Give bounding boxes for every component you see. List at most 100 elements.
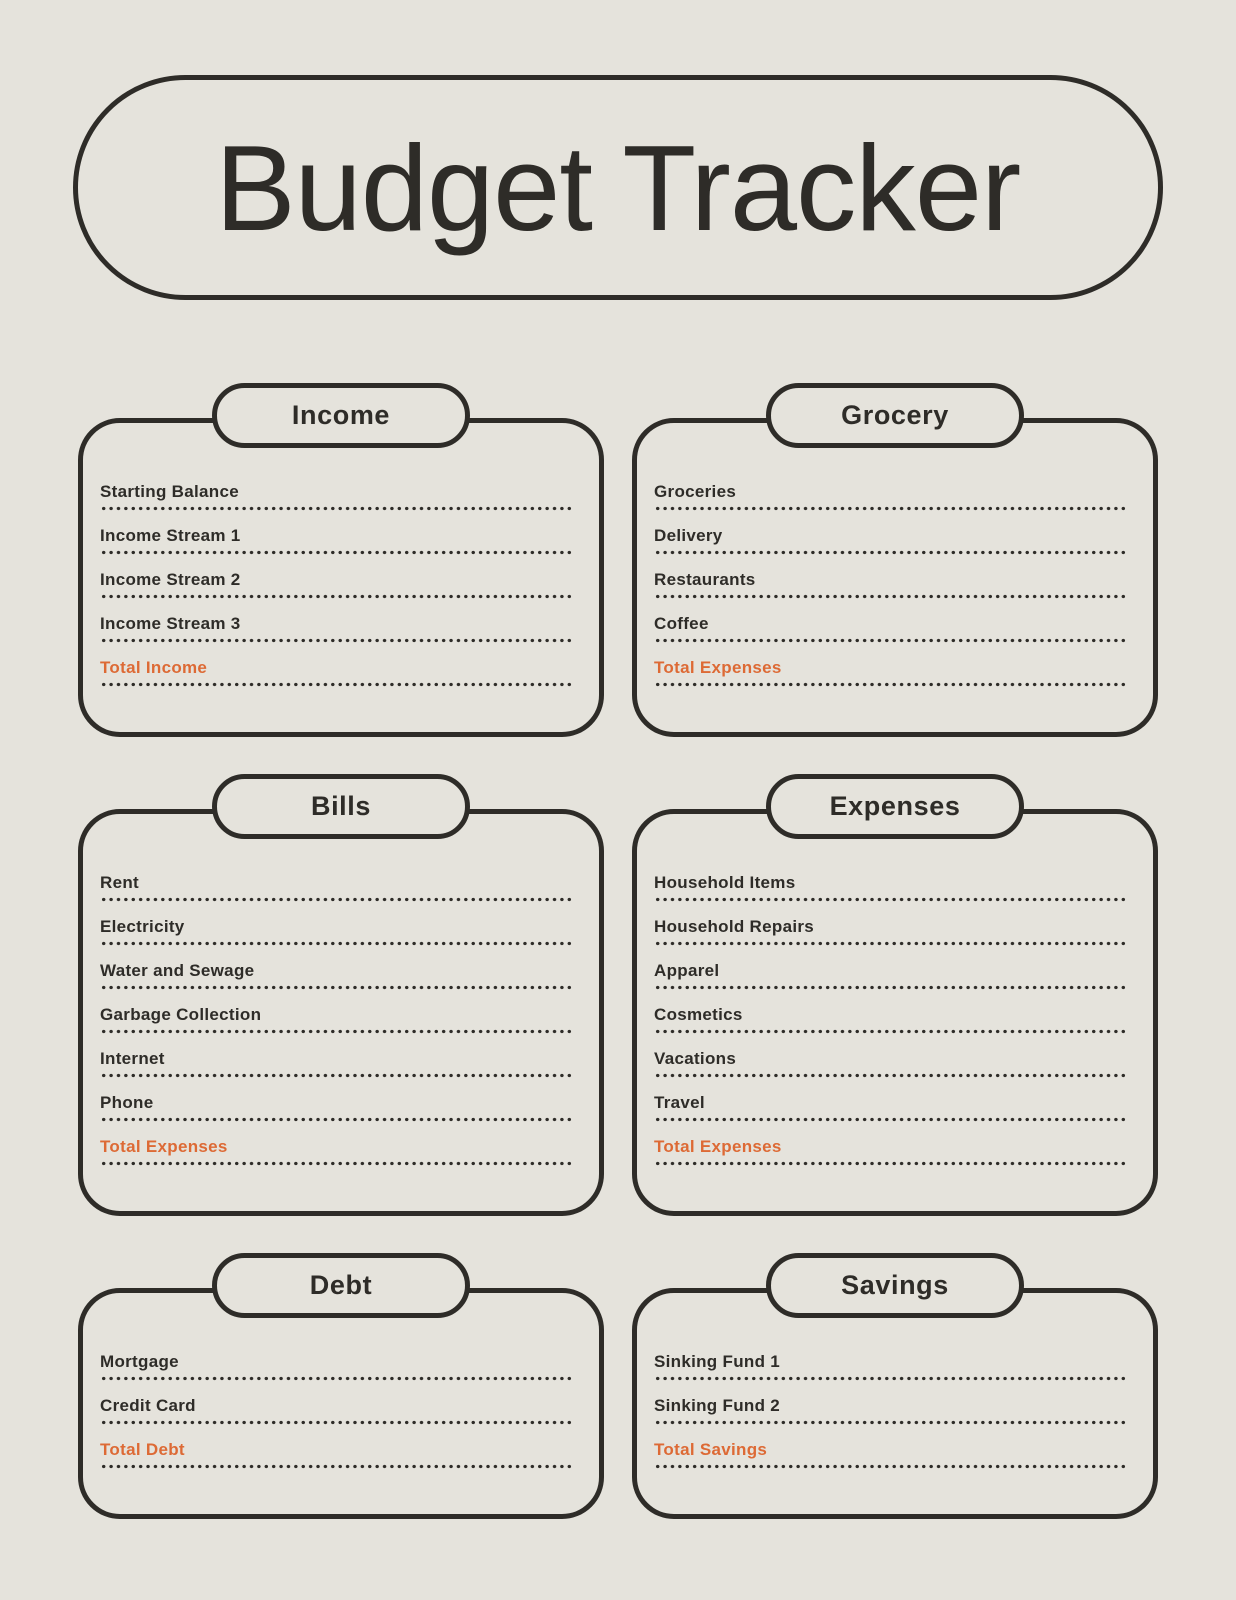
total-line-item-bills-6: Total Expenses	[100, 1136, 574, 1166]
line-item-fill-line	[100, 594, 574, 599]
line-item-fill-line	[100, 682, 574, 687]
section-title: Income	[291, 400, 391, 430]
line-item-label: Garbage Collection	[100, 1005, 262, 1024]
line-item-fill-line	[654, 638, 1128, 643]
line-item-label: Total Expenses	[100, 1137, 228, 1156]
budget-line-item-bills-1: Electricity	[100, 916, 574, 946]
line-item-fill-line	[100, 941, 574, 946]
section-debt: Debt Mortgage Credit Card Total Debt	[78, 1253, 604, 1519]
line-item-fill-line	[100, 985, 574, 990]
budget-line-item-expenses-3: Cosmetics	[654, 1004, 1128, 1034]
line-item-fill-line	[654, 1029, 1128, 1034]
line-item-fill-line	[100, 1029, 574, 1034]
section-tab-expenses: Expenses	[766, 774, 1024, 839]
section-title: Savings	[841, 1270, 949, 1300]
line-item-fill-line	[654, 985, 1128, 990]
section-items: Starting Balance Income Stream 1 Income …	[100, 481, 574, 687]
budget-line-item-income-2: Income Stream 2	[100, 569, 574, 599]
line-item-fill-line	[654, 1161, 1128, 1166]
section-box: Sinking Fund 1 Sinking Fund 2 Total Savi…	[632, 1288, 1158, 1519]
line-item-label: Total Debt	[100, 1440, 185, 1459]
section-tab-savings: Savings	[766, 1253, 1024, 1318]
section-savings: Savings Sinking Fund 1 Sinking Fund 2 To…	[632, 1253, 1158, 1519]
total-line-item-income-4: Total Income	[100, 657, 574, 687]
line-item-label: Total Savings	[654, 1440, 768, 1459]
budget-line-item-income-0: Starting Balance	[100, 481, 574, 511]
line-item-label: Income Stream 2	[100, 570, 241, 589]
budget-line-item-grocery-2: Restaurants	[654, 569, 1128, 599]
line-item-label: Coffee	[654, 614, 709, 633]
line-item-label: Household Items	[654, 873, 796, 892]
section-title: Grocery	[841, 400, 949, 430]
total-line-item-savings-2: Total Savings	[654, 1439, 1128, 1469]
section-expenses: Expenses Household Items Household Repai…	[632, 774, 1158, 1216]
line-item-fill-line	[654, 594, 1128, 599]
section-income: Income Starting Balance Income Stream 1 …	[78, 383, 604, 737]
section-title: Debt	[309, 1270, 373, 1300]
line-item-fill-line	[100, 506, 574, 511]
line-item-label: Income Stream 1	[100, 526, 241, 545]
section-title: Expenses	[829, 791, 961, 821]
section-grocery: Grocery Groceries Delivery Restaurants C…	[632, 383, 1158, 737]
budget-line-item-grocery-0: Groceries	[654, 481, 1128, 511]
line-item-label: Groceries	[654, 482, 737, 501]
line-item-label: Total Income	[100, 658, 208, 677]
budget-line-item-grocery-3: Coffee	[654, 613, 1128, 643]
section-bills: Bills Rent Electricity Water and Sewage …	[78, 774, 604, 1216]
line-item-label: Restaurants	[654, 570, 756, 589]
line-item-label: Household Repairs	[654, 917, 815, 936]
line-item-fill-line	[654, 941, 1128, 946]
line-item-label: Credit Card	[100, 1396, 196, 1415]
section-items: Rent Electricity Water and Sewage Garbag…	[100, 872, 574, 1166]
section-title: Bills	[310, 791, 372, 821]
budget-line-item-bills-5: Phone	[100, 1092, 574, 1122]
line-item-label: Travel	[654, 1093, 705, 1112]
budget-line-item-savings-1: Sinking Fund 2	[654, 1395, 1128, 1425]
section-box: Mortgage Credit Card Total Debt	[78, 1288, 604, 1519]
budget-line-item-debt-0: Mortgage	[100, 1351, 574, 1381]
section-box: Household Items Household Repairs Appare…	[632, 809, 1158, 1216]
budget-line-item-expenses-5: Travel	[654, 1092, 1128, 1122]
line-item-label: Total Expenses	[654, 1137, 782, 1156]
section-box: Rent Electricity Water and Sewage Garbag…	[78, 809, 604, 1216]
line-item-fill-line	[654, 550, 1128, 555]
line-item-fill-line	[100, 1464, 574, 1469]
line-item-fill-line	[654, 506, 1128, 511]
line-item-fill-line	[654, 682, 1128, 687]
line-item-label: Income Stream 3	[100, 614, 241, 633]
line-item-label: Sinking Fund 1	[654, 1352, 781, 1371]
line-item-label: Vacations	[654, 1049, 737, 1068]
budget-line-item-grocery-1: Delivery	[654, 525, 1128, 555]
line-item-fill-line	[100, 1420, 574, 1425]
line-item-fill-line	[100, 1117, 574, 1122]
budget-line-item-expenses-0: Household Items	[654, 872, 1128, 902]
section-items: Mortgage Credit Card Total Debt	[100, 1351, 574, 1469]
line-item-fill-line	[100, 1161, 574, 1166]
line-item-label: Phone	[100, 1093, 154, 1112]
line-item-fill-line	[100, 550, 574, 555]
section-tab-income: Income	[212, 383, 470, 448]
line-item-label: Cosmetics	[654, 1005, 743, 1024]
budget-line-item-bills-4: Internet	[100, 1048, 574, 1078]
budget-line-item-income-1: Income Stream 1	[100, 525, 574, 555]
section-tab-bills: Bills	[212, 774, 470, 839]
line-item-fill-line	[654, 897, 1128, 902]
section-items: Sinking Fund 1 Sinking Fund 2 Total Savi…	[654, 1351, 1128, 1469]
line-item-fill-line	[654, 1117, 1128, 1122]
total-line-item-expenses-6: Total Expenses	[654, 1136, 1128, 1166]
line-item-label: Internet	[100, 1049, 165, 1068]
budget-line-item-expenses-2: Apparel	[654, 960, 1128, 990]
section-tab-grocery: Grocery	[766, 383, 1024, 448]
line-item-fill-line	[654, 1073, 1128, 1078]
line-item-fill-line	[100, 897, 574, 902]
budget-line-item-savings-0: Sinking Fund 1	[654, 1351, 1128, 1381]
line-item-fill-line	[100, 638, 574, 643]
budget-line-item-debt-1: Credit Card	[100, 1395, 574, 1425]
line-item-label: Total Expenses	[654, 658, 782, 677]
section-tab-debt: Debt	[212, 1253, 470, 1318]
budget-line-item-expenses-4: Vacations	[654, 1048, 1128, 1078]
line-item-label: Apparel	[654, 961, 720, 980]
budget-line-item-bills-2: Water and Sewage	[100, 960, 574, 990]
page-title: Budget Tracker	[215, 119, 1021, 256]
